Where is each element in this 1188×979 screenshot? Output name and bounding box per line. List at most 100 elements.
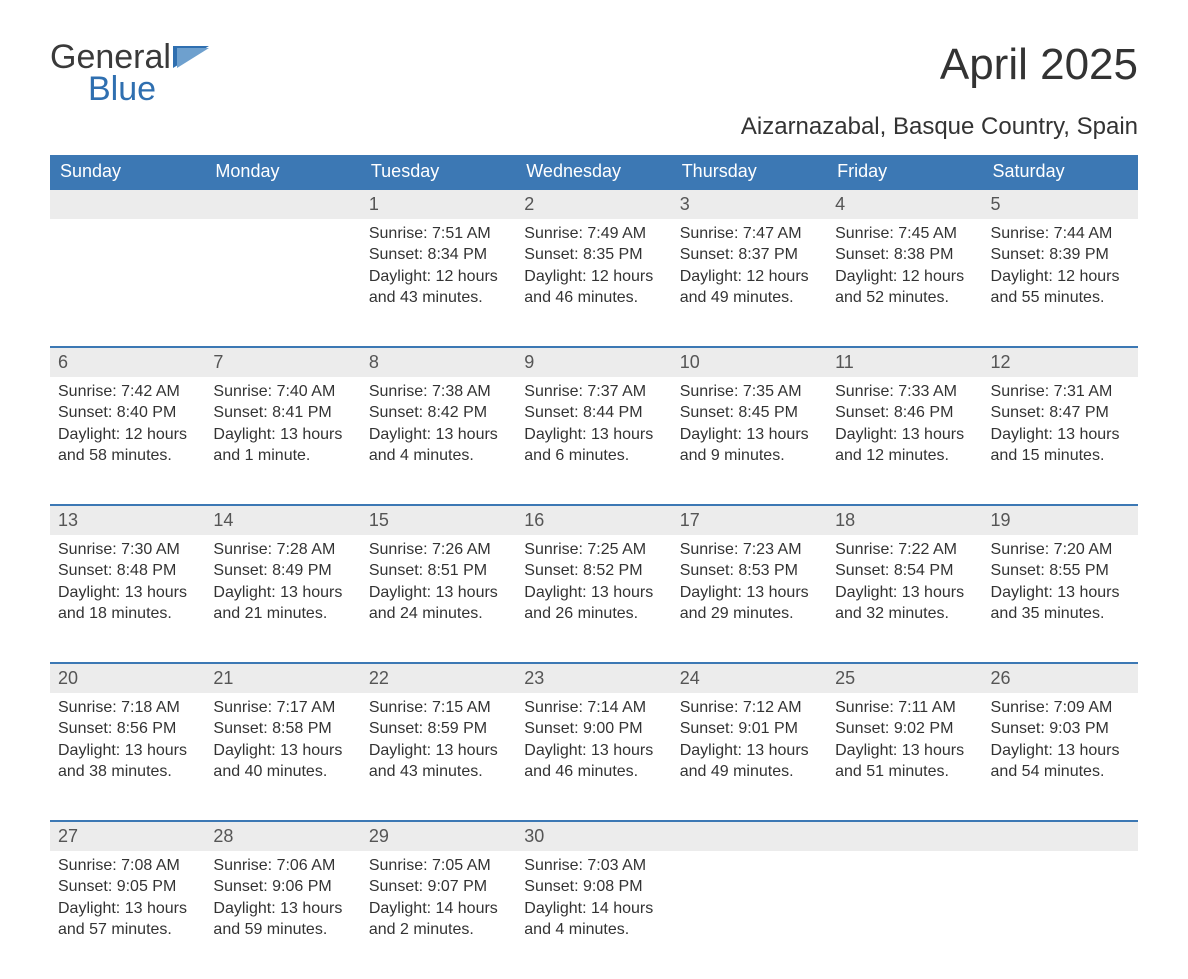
day-data: Sunrise: 7:28 AMSunset: 8:49 PMDaylight:…: [205, 535, 360, 641]
day-data: Sunrise: 7:14 AMSunset: 9:00 PMDaylight:…: [516, 693, 671, 799]
sunrise-text: Sunrise: 7:37 AM: [524, 381, 663, 403]
sunrise-text: Sunrise: 7:12 AM: [680, 697, 819, 719]
daylight-line2: and 29 minutes.: [680, 603, 819, 625]
day-number: 6: [50, 348, 205, 377]
sunset-text: Sunset: 8:49 PM: [213, 560, 352, 582]
sunrise-text: Sunrise: 7:30 AM: [58, 539, 197, 561]
daylight-line2: and 9 minutes.: [680, 445, 819, 467]
daylight-line2: and 52 minutes.: [835, 287, 974, 309]
day-number: [983, 822, 1138, 851]
day-number: 8: [361, 348, 516, 377]
day-data: Sunrise: 7:05 AMSunset: 9:07 PMDaylight:…: [361, 851, 516, 957]
day-data: Sunrise: 7:18 AMSunset: 8:56 PMDaylight:…: [50, 693, 205, 799]
sunset-text: Sunset: 8:39 PM: [991, 244, 1130, 266]
daylight-line2: and 49 minutes.: [680, 761, 819, 783]
sunset-text: Sunset: 8:59 PM: [369, 718, 508, 740]
day-number: [672, 822, 827, 851]
daylight-line1: Daylight: 13 hours: [213, 424, 352, 446]
daylight-line2: and 43 minutes.: [369, 761, 508, 783]
sunrise-text: Sunrise: 7:17 AM: [213, 697, 352, 719]
daynum-row: 27282930: [50, 821, 1138, 851]
day-data: Sunrise: 7:35 AMSunset: 8:45 PMDaylight:…: [672, 377, 827, 483]
daylight-line2: and 18 minutes.: [58, 603, 197, 625]
daylight-line1: Daylight: 13 hours: [369, 424, 508, 446]
sunset-text: Sunset: 8:38 PM: [835, 244, 974, 266]
sunrise-text: Sunrise: 7:44 AM: [991, 223, 1130, 245]
sunset-text: Sunset: 8:58 PM: [213, 718, 352, 740]
daylight-line2: and 43 minutes.: [369, 287, 508, 309]
weekday-header: Wednesday: [516, 155, 671, 189]
day-number: 1: [361, 190, 516, 219]
sunset-text: Sunset: 8:46 PM: [835, 402, 974, 424]
sunset-text: Sunset: 9:06 PM: [213, 876, 352, 898]
daylight-line2: and 46 minutes.: [524, 761, 663, 783]
daylight-line1: Daylight: 12 hours: [58, 424, 197, 446]
day-data: Sunrise: 7:33 AMSunset: 8:46 PMDaylight:…: [827, 377, 982, 483]
day-data: Sunrise: 7:03 AMSunset: 9:08 PMDaylight:…: [516, 851, 671, 957]
sunrise-text: Sunrise: 7:42 AM: [58, 381, 197, 403]
sunset-text: Sunset: 9:05 PM: [58, 876, 197, 898]
sunrise-text: Sunrise: 7:20 AM: [991, 539, 1130, 561]
sunset-text: Sunset: 8:37 PM: [680, 244, 819, 266]
daydata-row: Sunrise: 7:42 AMSunset: 8:40 PMDaylight:…: [50, 377, 1138, 505]
daylight-line2: and 49 minutes.: [680, 287, 819, 309]
day-number: 4: [827, 190, 982, 219]
day-number: 19: [983, 506, 1138, 535]
daylight-line1: Daylight: 13 hours: [524, 740, 663, 762]
sunrise-text: Sunrise: 7:06 AM: [213, 855, 352, 877]
day-data: Sunrise: 7:15 AMSunset: 8:59 PMDaylight:…: [361, 693, 516, 799]
sunset-text: Sunset: 8:55 PM: [991, 560, 1130, 582]
daydata-row: Sunrise: 7:30 AMSunset: 8:48 PMDaylight:…: [50, 535, 1138, 663]
sunset-text: Sunset: 9:08 PM: [524, 876, 663, 898]
day-number: 7: [205, 348, 360, 377]
sunrise-text: Sunrise: 7:23 AM: [680, 539, 819, 561]
sunrise-text: Sunrise: 7:05 AM: [369, 855, 508, 877]
daylight-line2: and 26 minutes.: [524, 603, 663, 625]
daydata-row: Sunrise: 7:51 AMSunset: 8:34 PMDaylight:…: [50, 219, 1138, 347]
day-data: Sunrise: 7:45 AMSunset: 8:38 PMDaylight:…: [827, 219, 982, 325]
day-data: Sunrise: 7:31 AMSunset: 8:47 PMDaylight:…: [983, 377, 1138, 483]
daylight-line1: Daylight: 13 hours: [58, 582, 197, 604]
day-data: Sunrise: 7:37 AMSunset: 8:44 PMDaylight:…: [516, 377, 671, 483]
day-data: Sunrise: 7:12 AMSunset: 9:01 PMDaylight:…: [672, 693, 827, 799]
sunrise-text: Sunrise: 7:09 AM: [991, 697, 1130, 719]
sunset-text: Sunset: 8:45 PM: [680, 402, 819, 424]
header-row: General Blue April 2025: [50, 40, 1138, 109]
sunrise-text: Sunrise: 7:51 AM: [369, 223, 508, 245]
daylight-line1: Daylight: 13 hours: [991, 740, 1130, 762]
sunrise-text: Sunrise: 7:03 AM: [524, 855, 663, 877]
sunrise-text: Sunrise: 7:33 AM: [835, 381, 974, 403]
sunset-text: Sunset: 8:47 PM: [991, 402, 1130, 424]
daylight-line1: Daylight: 13 hours: [213, 898, 352, 920]
sunrise-text: Sunrise: 7:35 AM: [680, 381, 819, 403]
sunset-text: Sunset: 8:40 PM: [58, 402, 197, 424]
daylight-line2: and 15 minutes.: [991, 445, 1130, 467]
daylight-line1: Daylight: 13 hours: [680, 740, 819, 762]
day-number: 21: [205, 664, 360, 693]
daylight-line1: Daylight: 13 hours: [835, 424, 974, 446]
day-data: [827, 851, 982, 871]
daynum-row: 13141516171819: [50, 505, 1138, 535]
daylight-line2: and 2 minutes.: [369, 919, 508, 941]
day-number: [827, 822, 982, 851]
sunset-text: Sunset: 8:53 PM: [680, 560, 819, 582]
day-data: Sunrise: 7:06 AMSunset: 9:06 PMDaylight:…: [205, 851, 360, 957]
day-data: Sunrise: 7:44 AMSunset: 8:39 PMDaylight:…: [983, 219, 1138, 325]
day-number: 20: [50, 664, 205, 693]
daylight-line1: Daylight: 13 hours: [835, 740, 974, 762]
day-number: 22: [361, 664, 516, 693]
daylight-line2: and 46 minutes.: [524, 287, 663, 309]
day-number: 17: [672, 506, 827, 535]
daylight-line2: and 21 minutes.: [213, 603, 352, 625]
day-number: 3: [672, 190, 827, 219]
daylight-line2: and 12 minutes.: [835, 445, 974, 467]
daylight-line1: Daylight: 13 hours: [369, 582, 508, 604]
page-title: April 2025: [940, 40, 1138, 90]
day-number: 14: [205, 506, 360, 535]
day-number: 24: [672, 664, 827, 693]
sunset-text: Sunset: 9:03 PM: [991, 718, 1130, 740]
day-data: Sunrise: 7:17 AMSunset: 8:58 PMDaylight:…: [205, 693, 360, 799]
daylight-line2: and 4 minutes.: [524, 919, 663, 941]
daylight-line1: Daylight: 12 hours: [835, 266, 974, 288]
day-data: Sunrise: 7:26 AMSunset: 8:51 PMDaylight:…: [361, 535, 516, 641]
